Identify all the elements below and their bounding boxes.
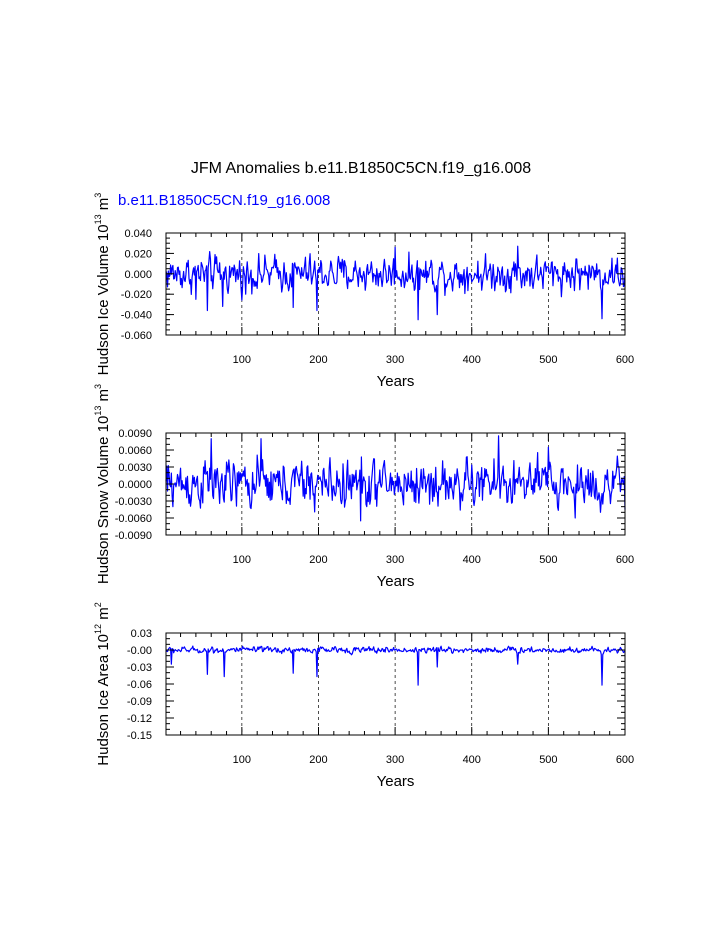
y-axis-label-text: Hudson Ice Area 10: [95, 634, 112, 766]
x-tick-label: 500: [539, 354, 557, 366]
x-tick-label: 100: [233, 554, 251, 566]
figure-subtitle: b.e11.B1850C5CN.f19_g16.008: [118, 192, 330, 209]
y-tick-label: 0.040: [124, 228, 152, 240]
x-tick-label: 200: [309, 354, 327, 366]
y-axis-label-text: m: [95, 198, 112, 215]
y-axis-label-superscript: 3: [93, 193, 103, 198]
y-tick-label: -0.060: [121, 330, 152, 342]
y-axis-label: Hudson Ice Area 1012 m2: [93, 602, 112, 765]
y-tick-label: -0.040: [121, 310, 152, 322]
chart-panel-2: 100 200 300 400 500 600 -0.0090 -0.0060 -0.0030 0…: [93, 384, 634, 590]
x-tick-label: 600: [616, 754, 634, 766]
y-tick-label: 0.0030: [118, 462, 152, 474]
x-tick-label: 200: [309, 554, 327, 566]
y-axis-label-superscript: 3: [93, 384, 103, 389]
y-axis-label-superscript: 13: [93, 214, 103, 224]
y-tick-label: -0.15: [127, 730, 152, 742]
x-axis-label: Years: [377, 373, 415, 390]
x-tick-label: 600: [616, 354, 634, 366]
y-axis-label-superscript: 12: [93, 624, 103, 634]
y-tick-label: 0.020: [124, 248, 152, 260]
y-axis-label-superscript: 2: [93, 602, 103, 607]
y-axis-label: Hudson Snow Volume 1013 m3: [93, 384, 112, 584]
x-tick-label: 500: [539, 554, 557, 566]
y-axis-label-text: Hudson Ice Volume 10: [95, 224, 112, 375]
x-axis-label: Years: [377, 573, 415, 590]
y-tick-label: -0.03: [127, 662, 152, 674]
y-axis-label-text: m: [95, 607, 112, 624]
y-tick-label: 0.0000: [118, 479, 152, 491]
chart-panel-3: 100 200 300 400 500 600 -0.15 -0.12 -0.09 -0.06 -0…: [93, 602, 634, 790]
x-tick-label: 400: [463, 754, 481, 766]
y-tick-label: -0.020: [121, 289, 152, 301]
y-axis-label: Hudson Ice Volume 1013 m3: [93, 193, 112, 376]
x-tick-label: 600: [616, 554, 634, 566]
y-axis-label-text: m: [95, 389, 112, 406]
y-axis-label-text: Hudson Snow Volume 10: [95, 416, 112, 584]
x-tick-label: 400: [463, 554, 481, 566]
y-tick-label: 0.0090: [118, 428, 152, 440]
x-tick-label: 300: [386, 554, 404, 566]
chart-panel-1: 100 200 300 400 500 600 -0.060 -0.040 -0.020 0.00…: [93, 193, 634, 390]
x-tick-label: 400: [463, 354, 481, 366]
y-tick-label: -0.0060: [115, 513, 152, 525]
series-line: [165, 245, 626, 321]
y-tick-label: 0.0060: [118, 445, 152, 457]
x-axis-label: Years: [377, 773, 415, 790]
x-tick-label: 100: [233, 354, 251, 366]
x-tick-label: 300: [386, 354, 404, 366]
figure-title: JFM Anomalies b.e11.B1850C5CN.f19_g16.00…: [191, 160, 531, 177]
x-tick-label: 200: [309, 754, 327, 766]
y-tick-label: -0.09: [127, 696, 152, 708]
y-tick-label: 0.03: [131, 628, 152, 640]
x-tick-label: 300: [386, 754, 404, 766]
series-line: [165, 435, 626, 522]
y-axis-label-superscript: 13: [93, 406, 103, 416]
y-tick-label: -0.0030: [115, 496, 152, 508]
y-tick-label: -0.06: [127, 679, 152, 691]
series-line: [165, 645, 626, 686]
y-tick-label: -0.0090: [115, 530, 152, 542]
y-tick-label: -0.12: [127, 713, 152, 725]
y-tick-label: 0.000: [124, 269, 152, 281]
plot-frame: [165, 632, 626, 736]
x-tick-label: 500: [539, 754, 557, 766]
y-tick-label: -0.00: [127, 645, 152, 657]
x-tick-label: 100: [233, 754, 251, 766]
